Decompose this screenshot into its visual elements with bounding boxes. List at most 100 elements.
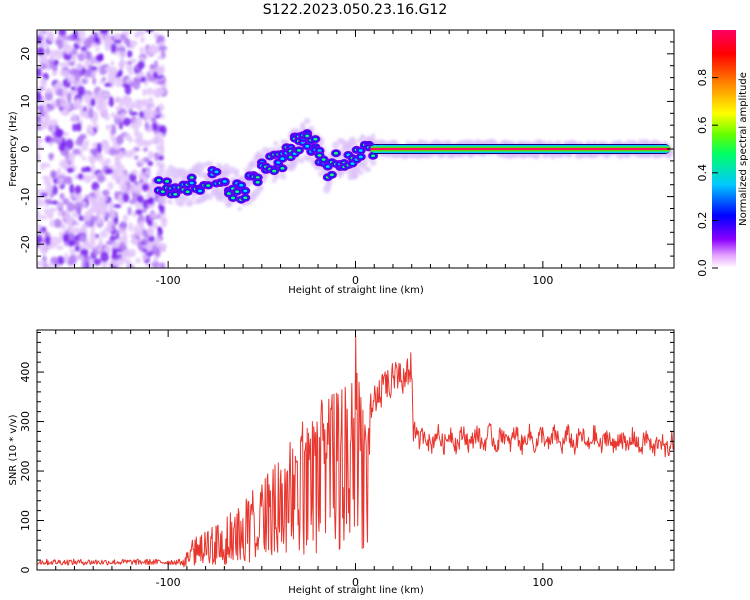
halo-blob bbox=[237, 207, 242, 212]
noise-blob bbox=[58, 30, 67, 37]
noise-blob bbox=[76, 85, 85, 96]
x-tick-label: 0 bbox=[352, 576, 359, 589]
noise-blob bbox=[66, 152, 76, 159]
noise-blob bbox=[57, 200, 62, 210]
noise-blob bbox=[37, 234, 43, 245]
noise-blob bbox=[37, 223, 42, 229]
halo-blob bbox=[160, 199, 167, 206]
noise-blob bbox=[115, 114, 122, 119]
noise-blob bbox=[156, 88, 166, 95]
noise-blob bbox=[75, 239, 80, 247]
noise-blob bbox=[80, 143, 89, 152]
blob-core bbox=[165, 180, 170, 183]
noise-blob bbox=[76, 122, 82, 132]
noise-blob bbox=[75, 98, 82, 108]
noise-blob bbox=[102, 140, 110, 148]
noise-blob bbox=[98, 237, 103, 249]
noise-blob bbox=[147, 97, 153, 104]
noise-blob bbox=[44, 87, 53, 94]
noise-blob bbox=[112, 259, 117, 268]
noise-blob bbox=[124, 149, 130, 158]
noise-blob bbox=[74, 245, 81, 252]
halo-blob bbox=[331, 141, 340, 150]
noise-blob bbox=[145, 169, 151, 176]
snr-content bbox=[37, 336, 674, 568]
halo-blob bbox=[219, 194, 227, 203]
x-tick-label: 100 bbox=[532, 576, 553, 589]
y-tick-label: 0 bbox=[19, 567, 32, 574]
noise-blob bbox=[155, 106, 160, 114]
halo-blob bbox=[297, 157, 305, 164]
noise-blob bbox=[84, 71, 90, 78]
snr-panel: -100 0 100 0 100 200 300 400 Height of straight… bbox=[8, 329, 675, 596]
noise-blob bbox=[105, 124, 111, 131]
blob-core bbox=[239, 183, 244, 187]
noise-blob bbox=[109, 211, 116, 219]
blob-core bbox=[358, 155, 363, 159]
y-tick-label: 300 bbox=[19, 411, 32, 432]
noise-blob bbox=[140, 76, 147, 83]
noise-blob bbox=[115, 176, 123, 185]
noise-blob bbox=[98, 195, 105, 203]
noise-blob bbox=[42, 119, 52, 127]
noise-blob bbox=[113, 203, 122, 209]
blob-core bbox=[350, 162, 355, 165]
noise-blob bbox=[39, 259, 45, 268]
noise-blob bbox=[81, 260, 86, 268]
noise-blob bbox=[127, 206, 132, 216]
noise-blob bbox=[78, 215, 86, 221]
spectrogram-content bbox=[37, 30, 674, 268]
spectrogram-xlabel: Height of straight line (km) bbox=[288, 285, 424, 296]
noise-blob bbox=[129, 233, 136, 238]
noise-blob bbox=[137, 117, 143, 128]
blob-core bbox=[280, 157, 285, 161]
noise-blob bbox=[147, 219, 153, 227]
noise-blob bbox=[87, 129, 95, 136]
noise-blob bbox=[100, 251, 109, 263]
noise-blob bbox=[115, 77, 123, 88]
noise-blob bbox=[42, 96, 47, 105]
noise-blob bbox=[77, 53, 85, 62]
noise-blob bbox=[114, 96, 122, 103]
noise-blob bbox=[161, 83, 167, 89]
noise-blob bbox=[46, 183, 54, 192]
blob-core bbox=[313, 137, 318, 141]
noise-blob bbox=[154, 134, 161, 142]
noise-blob bbox=[56, 256, 65, 265]
noise-blob bbox=[156, 226, 162, 232]
noise-blob bbox=[102, 189, 110, 197]
noise-blob bbox=[118, 60, 125, 70]
noise-blob bbox=[140, 36, 145, 44]
noise-blob bbox=[108, 200, 115, 211]
blob-core bbox=[325, 165, 330, 168]
noise-blob bbox=[95, 188, 101, 200]
noise-blob bbox=[37, 260, 41, 267]
noise-blob bbox=[67, 224, 74, 234]
noise-blob bbox=[49, 49, 59, 55]
y-tick-label: 0 bbox=[19, 146, 32, 153]
x-tick-label: 0 bbox=[352, 274, 359, 287]
halo-blob bbox=[168, 200, 173, 205]
blob-core bbox=[243, 189, 248, 193]
noise-blob bbox=[69, 183, 75, 194]
noise-blob bbox=[43, 208, 49, 215]
noise-blob bbox=[90, 98, 96, 107]
y-tick-label: 10 bbox=[19, 94, 32, 108]
noise-blob bbox=[59, 159, 69, 169]
noise-blob bbox=[72, 210, 79, 219]
noise-blob bbox=[37, 229, 44, 234]
noise-blob bbox=[142, 147, 149, 152]
noise-blob bbox=[89, 148, 99, 155]
noise-blob bbox=[62, 233, 70, 243]
noise-blob bbox=[118, 150, 125, 159]
noise-blob bbox=[122, 232, 128, 242]
snr-series-line bbox=[37, 336, 674, 568]
noise-blob bbox=[71, 113, 77, 122]
noise-blob bbox=[77, 173, 84, 180]
noise-blob bbox=[155, 249, 161, 258]
noise-blob bbox=[124, 258, 131, 265]
noise-blob bbox=[136, 140, 144, 147]
noise-blob bbox=[97, 174, 106, 183]
halo-blob bbox=[592, 140, 598, 145]
blob-core bbox=[296, 149, 301, 152]
